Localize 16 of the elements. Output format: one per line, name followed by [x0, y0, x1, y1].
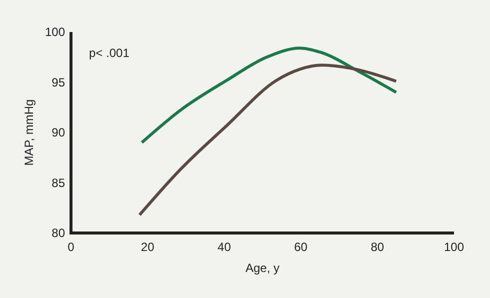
- y-tick-label: 85: [52, 176, 66, 190]
- y-tick-label: 90: [52, 126, 66, 140]
- annotation: p< .001: [89, 46, 130, 60]
- x-tick-label: 0: [68, 240, 75, 254]
- y-tick-label: 80: [52, 226, 66, 240]
- x-tick-label: 80: [370, 240, 384, 254]
- x-tick-label: 60: [294, 240, 308, 254]
- line-series: [138, 64, 398, 216]
- y-tick-label: 100: [44, 25, 66, 40]
- line-series: [140, 46, 398, 144]
- x-tick-label: 20: [140, 240, 155, 254]
- y-tick-label: 95: [52, 75, 66, 90]
- x-tick-label: 100: [444, 240, 464, 254]
- x-axis-title: Age, y: [245, 261, 280, 275]
- x-tick-label: 40: [218, 240, 232, 254]
- y-axis-title: MAP, mmHg: [22, 99, 36, 166]
